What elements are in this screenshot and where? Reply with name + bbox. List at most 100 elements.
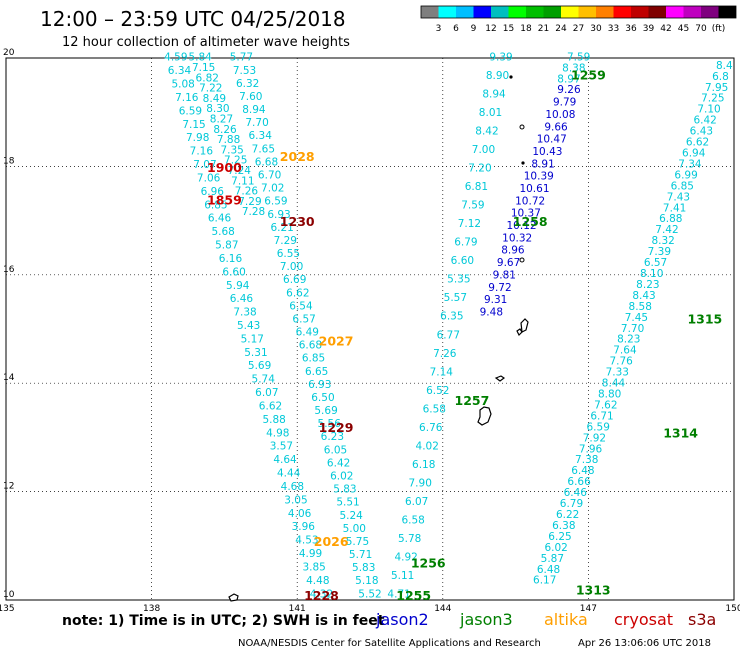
swh-value: 6.07 <box>405 496 428 508</box>
swh-value: 4.64 <box>273 454 297 466</box>
swh-value: 7.42 <box>655 224 678 236</box>
swh-value: 6.25 <box>548 531 571 543</box>
swh-value: 6.62 <box>286 287 309 299</box>
swh-value: 6.59 <box>264 196 287 208</box>
rota-island <box>494 375 506 382</box>
colorbar-tick-label: 33 <box>608 24 619 34</box>
swh-value: 7.20 <box>468 163 491 175</box>
swh-value: 4.48 <box>306 575 329 587</box>
swh-value: 6.22 <box>556 509 579 521</box>
swh-value: 7.98 <box>186 132 209 144</box>
swh-value: 6.62 <box>259 400 282 412</box>
swh-value: 3.96 <box>292 521 316 533</box>
colorbar-swatch <box>438 6 456 18</box>
swh-value: 6.68 <box>255 156 278 168</box>
swh-value: 7.16 <box>175 92 199 104</box>
pass-time-label: 1256 <box>411 555 446 570</box>
altimeter-tracks: 5.847.156.827.228.498.308.278.267.887.35… <box>164 52 733 601</box>
track-e: 9.269.7910.089.6610.4710.438.9110.3910.6… <box>480 84 581 318</box>
colorbar-tick-label: 42 <box>660 24 671 34</box>
swh-value: 6.93 <box>267 209 290 221</box>
swh-value: 6.60 <box>451 255 474 267</box>
colorbar-swatch <box>491 6 509 18</box>
swh-value: 8.91 <box>531 158 554 170</box>
swh-value: 10.32 <box>502 232 532 244</box>
pass-time-label: 1859 <box>207 192 242 207</box>
swh-value: 8.94 <box>482 89 506 101</box>
swh-value: 5.83 <box>352 562 375 574</box>
colorbar-tick-label: 15 <box>503 24 514 34</box>
pass-time-label: 1228 <box>304 588 339 603</box>
swh-value: 8.58 <box>629 301 652 313</box>
colorbar-swatch <box>683 6 701 18</box>
swh-value: 6.46 <box>230 293 254 305</box>
swh-value: 6.77 <box>437 329 460 341</box>
swh-value: 7.24 <box>228 165 252 177</box>
swh-value: 4.99 <box>299 548 322 560</box>
swh-value: 5.75 <box>346 536 369 548</box>
swh-value: 8.32 <box>651 235 674 247</box>
colorbar-tick-label: 9 <box>471 24 477 34</box>
swh-value: 6.69 <box>283 274 306 286</box>
colorbar-swatch <box>421 6 439 18</box>
lon-tick-label: 138 <box>143 604 160 614</box>
swh-value: 6.32 <box>236 78 259 90</box>
lon-tick-label: 141 <box>289 604 306 614</box>
swh-value: 8.30 <box>206 103 229 115</box>
swh-value: 9.72 <box>488 282 511 294</box>
swh-value: 5.08 <box>171 79 194 91</box>
swh-value: 5.17 <box>241 333 264 345</box>
swh-value: 5.35 <box>447 274 470 286</box>
swh-value: 6.07 <box>255 387 278 399</box>
swh-value: 6.57 <box>292 313 315 325</box>
swh-value: 6.46 <box>208 213 232 225</box>
axis-tick-labels: 135 138 141 144 147 150 20 18 16 14 12 10 <box>0 48 740 614</box>
swh-value: 8.42 <box>475 126 498 138</box>
pass-time-label: 2026 <box>314 534 349 549</box>
swh-value: 8.43 <box>632 290 655 302</box>
swh-value: 6.85 <box>302 353 325 365</box>
lat-tick-label: 18 <box>3 156 15 166</box>
satellite-legend: jason2 jason3 altika cryosat s3a <box>375 610 716 629</box>
swh-value: 7.00 <box>280 261 303 273</box>
saipan-island <box>520 318 529 333</box>
legend-jason3: jason3 <box>459 610 513 629</box>
swh-value: 7.00 <box>472 144 495 156</box>
track-g: 8.46.87.957.257.106.426.436.626.947.346.… <box>533 60 733 587</box>
legend-jason2: jason2 <box>375 610 429 629</box>
swh-value: 7.38 <box>233 307 256 319</box>
colorbar-swatch <box>666 6 684 18</box>
wave-height-colorbar: 3 6 9 12 15 18 21 24 27 30 33 36 39 42 45 70 (ft) <box>420 5 737 34</box>
swh-value: 10.61 <box>519 183 549 195</box>
swh-value: 5.51 <box>336 497 359 509</box>
colorbar-swatch <box>543 6 561 18</box>
swh-value: 7.07 <box>193 159 216 171</box>
swh-value: 7.35 <box>220 144 243 156</box>
swh-value: 6.42 <box>693 115 716 127</box>
swh-value: 6.99 <box>674 169 697 181</box>
swh-value: 6.68 <box>299 340 322 352</box>
swh-value: 6.81 <box>465 181 488 193</box>
swh-value: 8.49 <box>203 93 226 105</box>
swh-value: 6.96 <box>201 186 225 198</box>
swh-value: 9.81 <box>493 269 516 281</box>
track-c: 5.777.536.327.608.947.706.347.656.686.70… <box>230 52 382 601</box>
swh-value: 7.70 <box>621 323 644 335</box>
islet-north <box>509 75 513 79</box>
yap-island <box>228 593 239 602</box>
swh-value: 7.26 <box>433 348 457 360</box>
lat-tick-label: 10 <box>3 590 15 600</box>
colorbar-tick-label: 18 <box>520 24 532 34</box>
swh-value: 5.18 <box>355 575 378 587</box>
swh-value: 9.66 <box>544 121 568 133</box>
swh-value: 10.43 <box>532 146 562 158</box>
swh-value: 6.58 <box>423 403 446 415</box>
pass-time-labels: 2028 1900 1859 1230 2027 1229 2026 1228 1255 1256… <box>207 68 722 603</box>
swh-value: 7.02 <box>261 183 284 195</box>
swh-value: 6.70 <box>258 169 281 181</box>
swh-value: 5.31 <box>244 347 267 359</box>
legend-cryosat: cryosat <box>614 610 673 629</box>
swh-value: 7.76 <box>609 356 633 368</box>
swh-value: 6.79 <box>560 498 583 510</box>
tinian-island <box>516 328 523 337</box>
